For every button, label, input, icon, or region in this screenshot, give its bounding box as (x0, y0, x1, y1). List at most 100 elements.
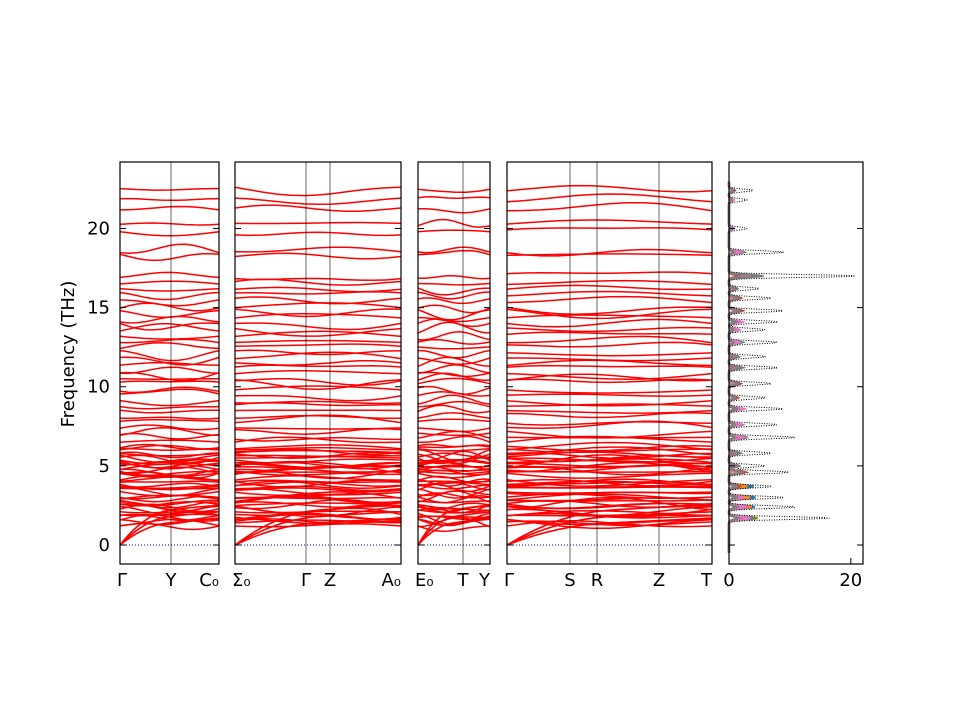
y-tick-label: 20 (87, 218, 110, 239)
phonon-band-line (119, 474, 220, 481)
phonon-band-line (417, 218, 491, 228)
x-tick-label: A₀ (381, 570, 401, 591)
phonon-band-line (417, 444, 491, 449)
x-tick-label: T (457, 570, 470, 591)
phonon-band-line (234, 308, 402, 318)
phonon-band-line (506, 271, 713, 275)
x-tick-label: R (591, 570, 604, 591)
phonon-band-line (506, 472, 713, 479)
phonon-band-line (506, 219, 713, 225)
phonon-band-line (417, 377, 491, 385)
phonon-band-line (234, 197, 402, 206)
x-tick-label: Z (324, 570, 336, 591)
phonon-band-line (417, 509, 491, 514)
phonon-band-line (119, 439, 220, 443)
phonon-band-line (506, 446, 713, 456)
y-tick-label: 10 (87, 377, 110, 398)
phonon-band-line (119, 432, 220, 440)
phonon-band-line (417, 427, 491, 433)
phonon-band-line (234, 360, 402, 366)
phonon-band-line (234, 186, 402, 197)
phonon-band-line (417, 338, 491, 345)
phonon-band-line (119, 419, 220, 422)
y-axis-label: Frequency (THz) (58, 281, 79, 428)
phonon-band-line (417, 512, 491, 525)
phonon-band-line (234, 523, 402, 528)
phonon-band-line (506, 193, 713, 203)
phonon-band-line (119, 380, 220, 383)
phonon-band-line (417, 372, 491, 381)
dos-x-tick-label: 0 (723, 570, 734, 591)
x-tick-label: Σ₀ (232, 570, 251, 591)
phonon-band-line (119, 499, 219, 506)
phonon-band-line (506, 314, 713, 319)
phonon-band-line (234, 290, 402, 295)
phonon-band-line (506, 184, 713, 193)
phonon-band-line (234, 231, 402, 237)
phonon-band-line (119, 399, 220, 407)
phonon-band-line (506, 308, 713, 320)
phonon-band-line (417, 481, 491, 486)
band-lines-layer (119, 184, 713, 546)
phonon-band-line (234, 377, 402, 386)
phonon-band-line (234, 313, 402, 319)
phonon-band-line (506, 378, 713, 384)
phonon-band-line (506, 295, 713, 304)
phonon-band-line (506, 454, 713, 463)
phonon-band-line (234, 343, 402, 348)
phonon-band-line (417, 385, 491, 395)
phonon-band-line (417, 469, 491, 476)
phonon-band-line (234, 296, 402, 305)
phonon-band-line (234, 339, 402, 344)
phonon-band-line (506, 393, 713, 397)
phonon-band-line (234, 512, 402, 521)
phonon-band-line (417, 188, 491, 193)
phonon-band-line (417, 457, 491, 465)
phonon-band-line (234, 277, 402, 282)
phonon-band-line (506, 448, 713, 454)
phonon-band-line (417, 447, 491, 452)
phonon-band-line (506, 403, 713, 407)
phonon-band-line (417, 321, 491, 334)
phonon-band-line (417, 275, 491, 280)
x-tick-label: Γ (504, 570, 514, 591)
phonon-band-line (506, 389, 713, 394)
phonon-band-line (234, 286, 402, 293)
phonon-band-line (119, 409, 219, 414)
phonon-band-line (417, 412, 491, 419)
phonon-band-line (234, 446, 402, 451)
phonon-band-line (506, 430, 713, 439)
phonon-band-line (234, 378, 402, 391)
phonon-band-line (506, 202, 713, 212)
phonon-band-line (506, 478, 713, 487)
phonon-band-line (234, 448, 402, 456)
phonon-band-line (417, 489, 491, 497)
phonon-band-line (506, 318, 713, 328)
phonon-band-line (418, 435, 491, 443)
phonon-band-line (417, 470, 491, 475)
phonon-band-line (506, 335, 713, 344)
phonon-band-line (417, 448, 491, 462)
phonon-band-line (119, 335, 220, 340)
acoustic-band-line (234, 504, 402, 546)
x-tick-label: Z (653, 570, 665, 591)
phonon-band-line (506, 462, 713, 468)
phonon-band-line (234, 475, 402, 481)
phonon-band-line (417, 287, 491, 296)
phonon-band-line (234, 414, 402, 420)
phonon-band-line (417, 246, 491, 254)
phonon-band-line (119, 405, 220, 410)
phonon-band-line (234, 495, 402, 505)
phonon-band-line (119, 500, 220, 507)
phonon-band-line (417, 504, 491, 510)
phonon-band-line (417, 400, 491, 408)
phonon-band-line (119, 424, 220, 431)
y-tick-label: 15 (87, 298, 110, 319)
phonon-band-line (417, 346, 491, 350)
phonon-band-line (119, 452, 220, 457)
phonon-band-line (506, 331, 713, 336)
phonon-band-line (417, 304, 491, 314)
phonon-band-line (417, 452, 491, 458)
phonon-band-line (234, 302, 402, 309)
